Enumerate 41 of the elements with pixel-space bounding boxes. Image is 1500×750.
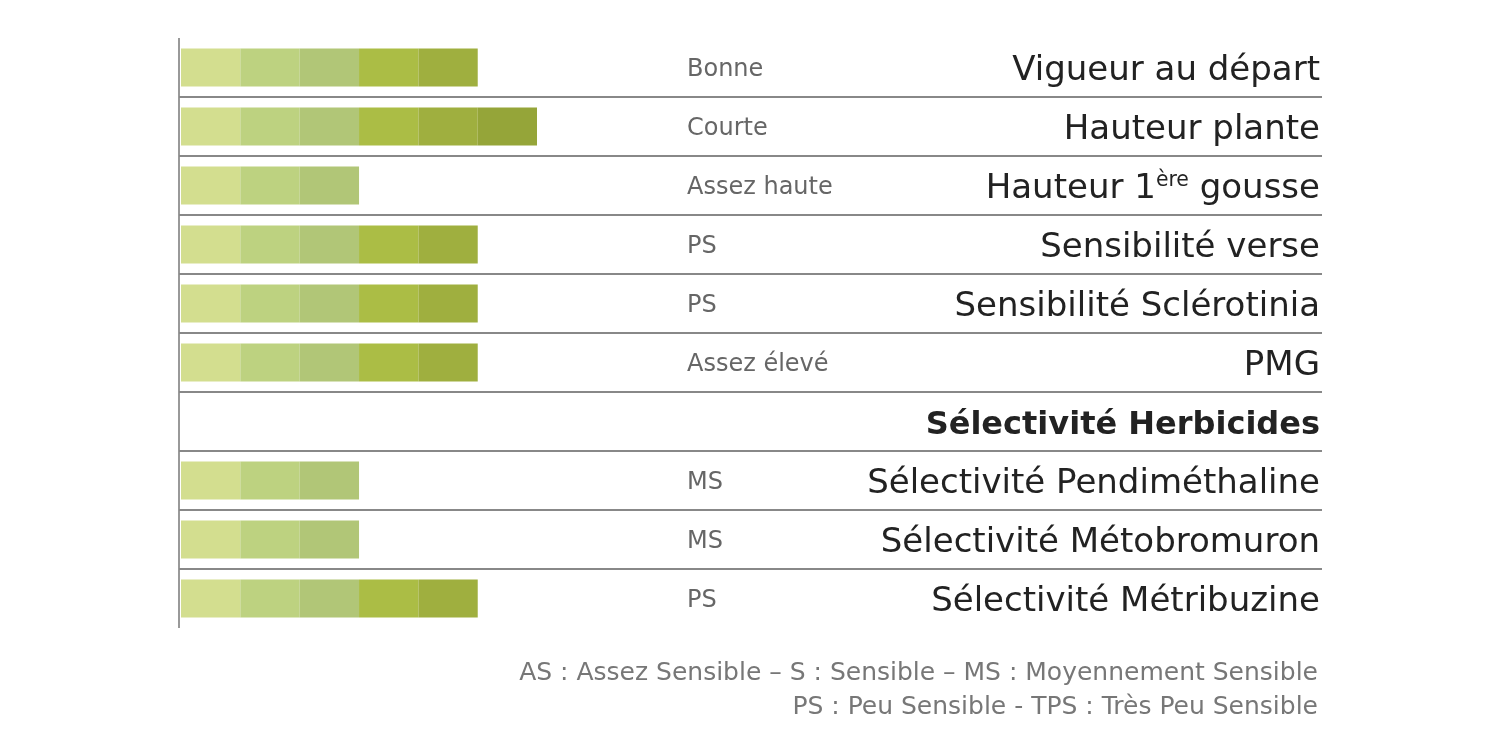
bar bbox=[181, 48, 241, 87]
y-tick-label: Sélectivité Herbicides bbox=[925, 403, 1320, 442]
text: Assez haute bbox=[687, 171, 833, 200]
bar bbox=[181, 520, 241, 559]
bar bbox=[181, 284, 241, 323]
bar bbox=[181, 107, 241, 146]
bar bbox=[359, 225, 419, 264]
text: Courte bbox=[687, 112, 768, 141]
bar bbox=[181, 461, 241, 500]
text: PS bbox=[687, 584, 717, 613]
bar bbox=[181, 343, 241, 382]
bar bbox=[181, 225, 241, 264]
bar bbox=[359, 284, 419, 323]
text: MS bbox=[687, 466, 723, 495]
y-tick-label: Sensibilité verse bbox=[1040, 224, 1320, 265]
bar bbox=[359, 579, 419, 618]
y-tick-label: Sélectivité Métribuzine bbox=[931, 578, 1320, 619]
text: AS : Assez Sensible – S : Sensible – MS : Moyennement Sensible bbox=[519, 657, 1318, 686]
y-tick-label: Vigueur au départ bbox=[1012, 47, 1320, 88]
y-tick-label: Hauteur 1$^{ère}$ gousse bbox=[985, 165, 1320, 206]
y-tick-label: Sensibilité Sclérotinia bbox=[954, 283, 1320, 324]
y-tick-label: Hauteur plante bbox=[1063, 106, 1320, 147]
bar bbox=[418, 225, 478, 264]
y-tick-label: PMG bbox=[1243, 342, 1320, 383]
bar bbox=[359, 343, 419, 382]
bar bbox=[418, 284, 478, 323]
bar bbox=[418, 343, 478, 382]
bar bbox=[418, 579, 478, 618]
bar bbox=[181, 166, 241, 205]
text: PS : Peu Sensible - TPS : Très Peu Sensible bbox=[792, 691, 1318, 720]
text: Bonne bbox=[687, 53, 764, 82]
bar bbox=[418, 48, 478, 87]
text: PS bbox=[687, 230, 717, 259]
y-tick-label: Sélectivité Métobromuron bbox=[880, 519, 1320, 560]
y-tick-label: Sélectivité Pendiméthaline bbox=[867, 460, 1320, 501]
bar bbox=[359, 107, 419, 146]
bar bbox=[359, 48, 419, 87]
bar bbox=[181, 579, 241, 618]
text: MS bbox=[687, 525, 723, 554]
text: PS bbox=[687, 289, 717, 318]
text: Assez élevé bbox=[687, 348, 829, 377]
